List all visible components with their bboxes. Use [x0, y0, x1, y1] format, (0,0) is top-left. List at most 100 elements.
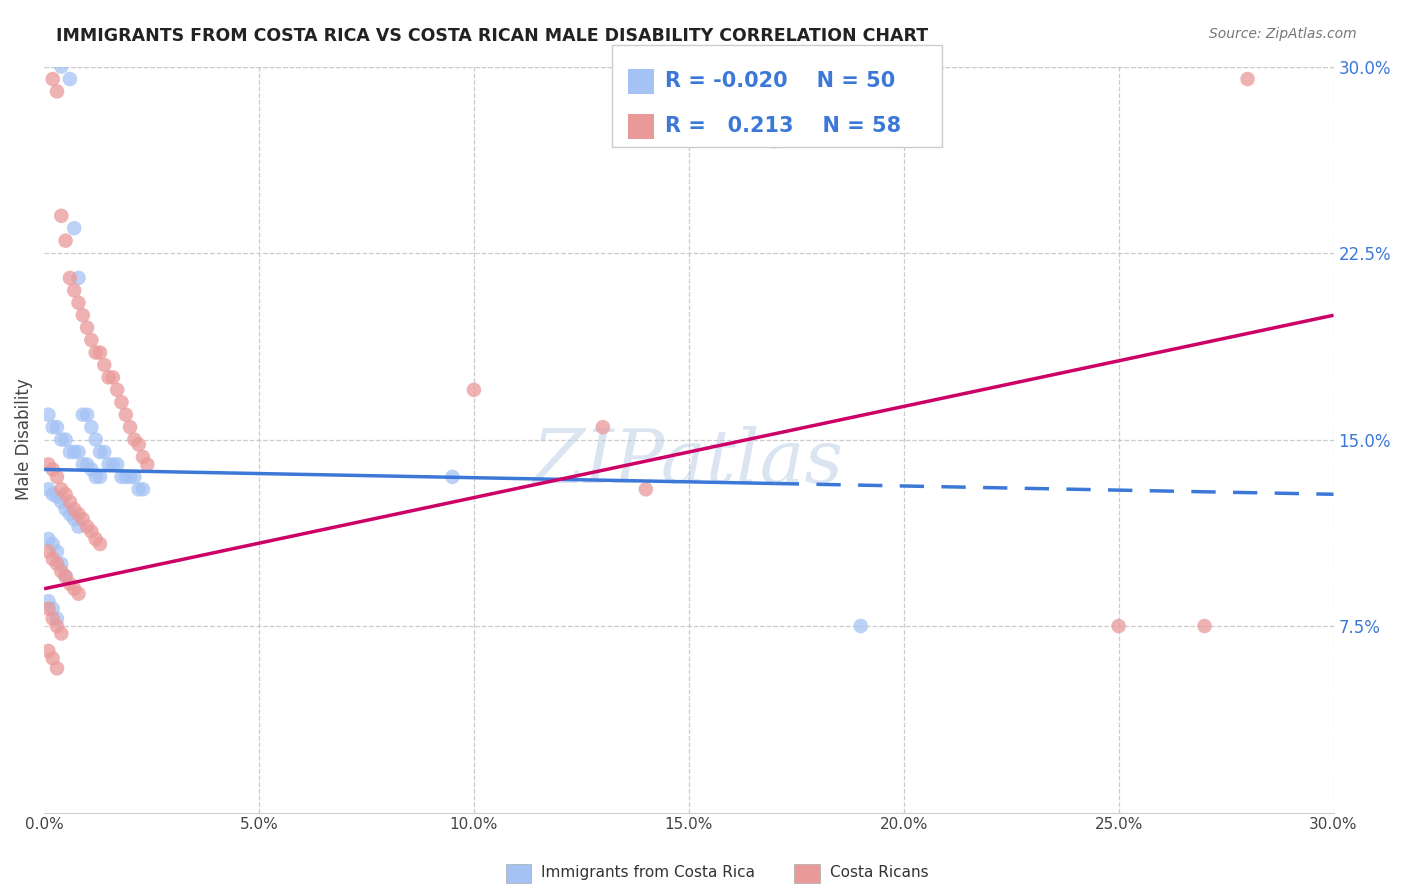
Point [51, 626, 73, 640]
Point [37, 408, 59, 422]
Point [59, 507, 82, 521]
Point [76, 519, 98, 533]
Point [67, 507, 90, 521]
Point [120, 470, 142, 484]
Point [41, 601, 63, 615]
Point [1236, 72, 1258, 87]
Point [110, 470, 132, 484]
Text: IMMIGRANTS FROM COSTA RICA VS COSTA RICAN MALE DISABILITY CORRELATION CHART: IMMIGRANTS FROM COSTA RICA VS COSTA RICA… [56, 27, 928, 45]
Point [46, 420, 69, 434]
Point [37, 594, 59, 608]
Point [128, 483, 150, 497]
Point [59, 445, 82, 459]
Point [59, 271, 82, 285]
Point [51, 209, 73, 223]
Point [105, 383, 128, 397]
Point [72, 408, 94, 422]
Point [41, 487, 63, 501]
Point [67, 445, 90, 459]
Point [63, 445, 86, 459]
Point [592, 420, 614, 434]
Point [41, 651, 63, 665]
Point [59, 494, 82, 508]
Y-axis label: Male Disability: Male Disability [15, 379, 32, 500]
Point [110, 395, 132, 409]
Point [41, 552, 63, 566]
Point [46, 557, 69, 571]
Point [132, 450, 155, 464]
Point [55, 487, 77, 501]
Point [63, 502, 86, 516]
Point [72, 458, 94, 472]
Point [76, 320, 98, 334]
Point [76, 458, 98, 472]
Point [37, 458, 59, 472]
Point [132, 483, 155, 497]
Point [101, 458, 124, 472]
Point [41, 611, 63, 625]
Point [55, 502, 77, 516]
Point [763, 134, 786, 148]
Point [41, 72, 63, 87]
Point [1108, 619, 1130, 633]
Point [59, 576, 82, 591]
Point [63, 582, 86, 596]
Point [849, 619, 872, 633]
Text: Costa Ricans: Costa Ricans [830, 865, 928, 880]
Point [97, 458, 120, 472]
Point [41, 462, 63, 476]
Point [55, 569, 77, 583]
Point [55, 234, 77, 248]
Point [80, 462, 103, 476]
Point [63, 221, 86, 235]
Point [37, 601, 59, 615]
Point [51, 483, 73, 497]
Point [72, 512, 94, 526]
Point [105, 458, 128, 472]
Point [55, 569, 77, 583]
Point [114, 470, 136, 484]
Point [63, 512, 86, 526]
Point [46, 470, 69, 484]
Point [46, 661, 69, 675]
Point [128, 437, 150, 451]
Point [84, 345, 107, 359]
Point [51, 60, 73, 74]
Point [51, 494, 73, 508]
Point [89, 445, 111, 459]
Point [463, 383, 485, 397]
Point [46, 619, 69, 633]
Point [124, 470, 146, 484]
Point [67, 271, 90, 285]
Point [59, 72, 82, 87]
Point [46, 611, 69, 625]
Point [80, 333, 103, 347]
Text: ZIPatlas: ZIPatlas [533, 425, 845, 499]
Text: R =   0.213    N = 58: R = 0.213 N = 58 [665, 116, 901, 136]
Point [51, 433, 73, 447]
Point [76, 408, 98, 422]
Point [51, 565, 73, 579]
Point [67, 587, 90, 601]
Point [51, 557, 73, 571]
Point [634, 483, 657, 497]
Point [136, 458, 159, 472]
Point [46, 85, 69, 99]
Point [37, 544, 59, 558]
Text: Immigrants from Costa Rica: Immigrants from Costa Rica [541, 865, 755, 880]
Point [120, 420, 142, 434]
Point [89, 470, 111, 484]
Point [84, 433, 107, 447]
Point [1194, 619, 1216, 633]
Text: Source: ZipAtlas.com: Source: ZipAtlas.com [1209, 27, 1357, 41]
Point [67, 519, 90, 533]
Point [114, 408, 136, 422]
Point [441, 470, 464, 484]
Point [41, 537, 63, 551]
Point [93, 445, 115, 459]
Point [37, 532, 59, 546]
Point [89, 537, 111, 551]
Point [93, 358, 115, 372]
Point [124, 433, 146, 447]
Point [63, 284, 86, 298]
